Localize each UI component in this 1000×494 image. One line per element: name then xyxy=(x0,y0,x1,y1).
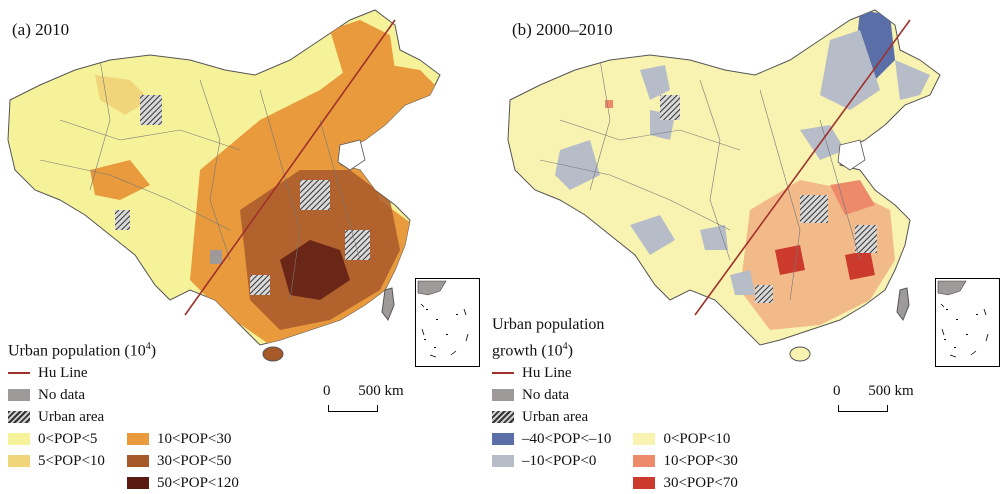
taiwan-2000-2010 xyxy=(896,287,910,322)
scale-zero: 0 xyxy=(323,383,331,399)
legend-swatch xyxy=(492,389,514,402)
legend-item: 0<POP<10 xyxy=(633,428,737,450)
hu-line-2000-2010 xyxy=(694,19,911,316)
legend-item: No data xyxy=(492,384,611,406)
legend-swatch xyxy=(8,433,30,446)
legend-swatch xyxy=(633,433,656,446)
legend-label: Urban area xyxy=(522,409,589,426)
legend-label: 30<POP<50 xyxy=(156,453,232,470)
legend-2000-2010: Urban population growth (104) Hu Line No … xyxy=(492,314,760,494)
legend-swatch xyxy=(633,455,656,468)
legend-item: 30<POP<50 xyxy=(126,450,239,472)
legend-left-column: Hu Line No data Urban area 0<POP<5 5<POP<10 xyxy=(8,362,105,494)
south-china-sea-inset xyxy=(415,278,480,367)
legend-swatch xyxy=(8,372,30,375)
legend-swatch xyxy=(492,433,514,446)
legend-right-column: 0<POP<10 10<POP<30 30<POP<70 xyxy=(633,362,738,494)
legend-swatch xyxy=(492,455,514,468)
legend-label: Hu Line xyxy=(522,365,572,382)
map-panel-2000-2010: (b) 2000–2010 0 500 km Urban population … xyxy=(492,0,1000,491)
hu-line-2010 xyxy=(184,19,396,316)
legend-label: 0<POP<5 xyxy=(38,431,98,448)
scale-bar: 0 500 km xyxy=(323,383,404,412)
legend-label: Urban area xyxy=(38,409,105,426)
legend-label: 5<POP<10 xyxy=(38,453,105,470)
legend-2010: Urban population (104) Hu Line No data Urb… xyxy=(8,336,261,494)
legend-item: 10<POP<30 xyxy=(126,428,239,450)
legend-swatch xyxy=(492,372,514,375)
legend-item: Hu Line xyxy=(8,362,105,384)
south-china-sea-inset xyxy=(935,278,1000,367)
legend-item: 0<POP<5 xyxy=(8,428,105,450)
legend-item: No data xyxy=(8,384,105,406)
scale-label: 500 km xyxy=(358,383,404,399)
legend-title: growth (104) xyxy=(492,341,573,360)
legend-label: 30<POP<70 xyxy=(663,475,738,492)
legend-label: 50<POP<120 xyxy=(156,475,239,492)
legend-swatch xyxy=(8,389,30,402)
scale-label: 500 km xyxy=(868,383,914,399)
legend-label: 0<POP<10 xyxy=(663,431,731,448)
legend-label: –10<POP<0 xyxy=(522,453,597,470)
legend-item: –10<POP<0 xyxy=(492,450,611,472)
legend-title: Urban population (104) xyxy=(8,341,157,360)
hainan-island-2000-2010 xyxy=(789,346,811,362)
hainan-island-2010 xyxy=(262,346,284,362)
legend-swatch xyxy=(126,477,149,490)
taiwan-2010 xyxy=(381,287,395,322)
legend-item: 10<POP<30 xyxy=(633,450,738,472)
legend-item: Hu Line xyxy=(492,362,611,384)
panel-title: (b) 2000–2010 xyxy=(512,20,613,39)
legend-label: 10<POP<30 xyxy=(156,431,232,448)
legend-label: –40<POP<–10 xyxy=(522,431,612,448)
legend-item: 5<POP<10 xyxy=(8,450,105,472)
legend-label: 10<POP<30 xyxy=(663,453,738,470)
legend-item: –40<POP<–10 xyxy=(492,428,611,450)
legend-swatch xyxy=(126,433,149,446)
legend-item: Urban area xyxy=(492,406,611,428)
china-map-2010 xyxy=(7,9,441,362)
map-panel-2010: (a) 2010 0 500 km Urban population (104)… xyxy=(0,0,500,491)
legend-item: Urban area xyxy=(8,406,105,428)
legend-item: 30<POP<70 xyxy=(633,472,738,494)
legend-swatch xyxy=(8,411,30,424)
legend-left-column: Hu Line No data Urban area –40<POP<–10 –10<P… xyxy=(492,362,611,494)
legend-swatch xyxy=(492,411,514,424)
legend-title-line1: Urban population xyxy=(492,316,605,333)
panel-title: (a) 2010 xyxy=(12,20,70,39)
china-map-2000-2010 xyxy=(507,9,941,362)
scale-bar: 0 500 km xyxy=(833,383,914,412)
legend-swatch xyxy=(8,455,30,468)
legend-right-column: 10<POP<30 30<POP<50 50<POP<120 xyxy=(126,362,239,494)
legend-item: 50<POP<120 xyxy=(126,472,239,494)
legend-swatch xyxy=(126,455,149,468)
scale-zero: 0 xyxy=(833,383,841,399)
legend-label: Hu Line xyxy=(38,365,88,382)
legend-label: No data xyxy=(522,387,570,404)
legend-swatch xyxy=(633,477,656,490)
legend-label: No data xyxy=(38,387,86,404)
